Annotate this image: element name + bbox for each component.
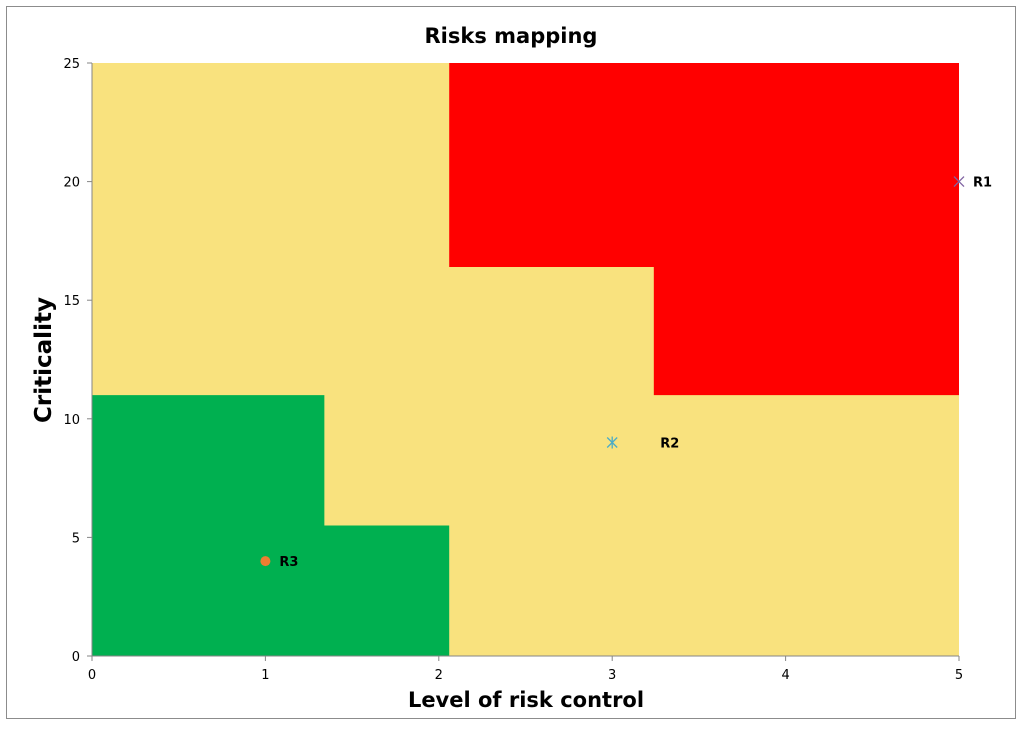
point-r2: R2 — [606, 436, 679, 452]
y-tick-label: 20 — [63, 176, 80, 191]
x-tick-label: 0 — [88, 668, 96, 683]
x-tick-label: 5 — [955, 668, 963, 683]
y-tick-label: 25 — [63, 57, 80, 72]
risk-zone-0 — [92, 395, 450, 656]
point-r3: R3 — [260, 555, 298, 570]
point-label: R3 — [279, 555, 298, 570]
y-tick-label: 5 — [72, 531, 80, 546]
x-tick-label: 1 — [261, 668, 269, 683]
point-label: R1 — [973, 176, 992, 191]
y-tick-label: 10 — [63, 413, 80, 428]
risk-zone-1 — [449, 63, 959, 396]
x-axis-label: Level of risk control — [408, 688, 644, 712]
y-tick-label: 15 — [63, 294, 80, 309]
x-tick-label: 2 — [435, 668, 443, 683]
y-tick-label: 0 — [72, 650, 80, 665]
point-marker-line — [953, 176, 965, 188]
x-tick-label: 4 — [781, 668, 789, 683]
point-label: R2 — [660, 437, 679, 452]
y-axis-label: Criticality — [31, 297, 57, 423]
chart-title: Risks mapping — [425, 24, 598, 48]
point-r1: R1 — [953, 176, 992, 191]
point-marker-circle — [260, 556, 271, 567]
x-tick-label: 3 — [608, 668, 616, 683]
